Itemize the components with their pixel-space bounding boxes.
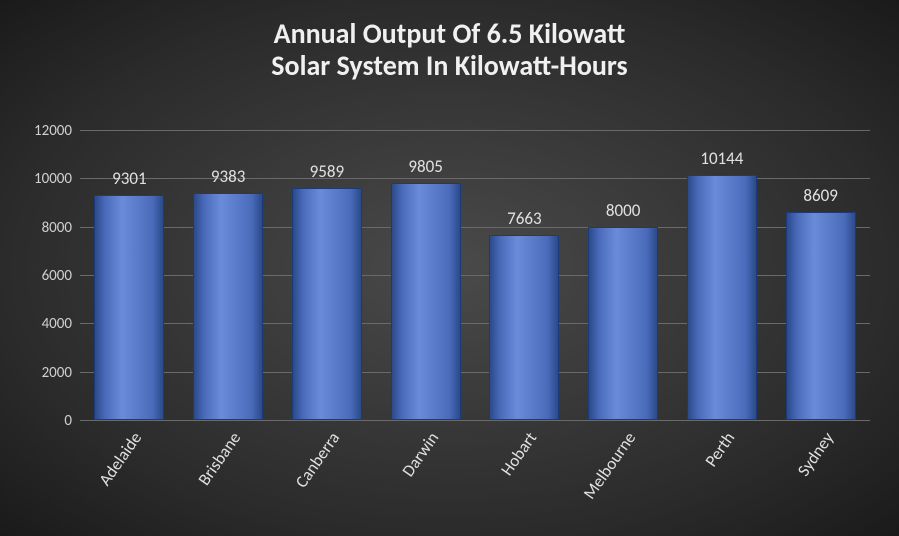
bar <box>489 235 559 420</box>
plot-area: 020004000600080001000012000 930193839589… <box>80 130 870 420</box>
chart-container: Annual Output Of 6.5 Kilowatt Solar Syst… <box>0 0 899 536</box>
data-label: 9383 <box>211 166 245 187</box>
bar <box>94 195 164 420</box>
y-tick-label: 0 <box>64 412 72 430</box>
chart-title: Annual Output Of 6.5 Kilowatt Solar Syst… <box>0 0 899 82</box>
bar-wrap: 7663 <box>489 235 559 420</box>
bar-wrap: 8000 <box>588 227 658 420</box>
y-tick-label: 2000 <box>42 364 72 382</box>
bars-group: 9301 9383 9589 9805 7663 8000 10144 8609 <box>80 130 870 420</box>
bar-wrap: 10144 <box>687 175 757 420</box>
title-line-2: Solar System In Kilowatt-Hours <box>0 50 899 82</box>
data-label: 8609 <box>803 185 837 206</box>
y-tick-label: 12000 <box>34 122 72 140</box>
data-label: 8000 <box>606 200 640 221</box>
bar <box>391 183 461 420</box>
bar-wrap: 8609 <box>786 212 856 420</box>
y-tick-label: 10000 <box>34 170 72 188</box>
data-label: 9805 <box>408 156 442 177</box>
data-label: 9301 <box>112 168 146 189</box>
data-label: 7663 <box>507 208 541 229</box>
bar-wrap: 9383 <box>193 193 263 420</box>
y-tick-label: 4000 <box>42 315 72 333</box>
bar <box>786 212 856 420</box>
bar <box>687 175 757 420</box>
bar <box>292 188 362 420</box>
bar-wrap: 9805 <box>391 183 461 420</box>
y-tick-label: 8000 <box>42 219 72 237</box>
data-label: 10144 <box>700 148 743 169</box>
gridline: 0 <box>80 420 870 421</box>
bar-wrap: 9301 <box>94 195 164 420</box>
data-label: 9589 <box>310 161 344 182</box>
y-tick-label: 6000 <box>42 267 72 285</box>
bar-wrap: 9589 <box>292 188 362 420</box>
bar <box>588 227 658 420</box>
bar <box>193 193 263 420</box>
title-line-1: Annual Output Of 6.5 Kilowatt <box>0 18 899 50</box>
